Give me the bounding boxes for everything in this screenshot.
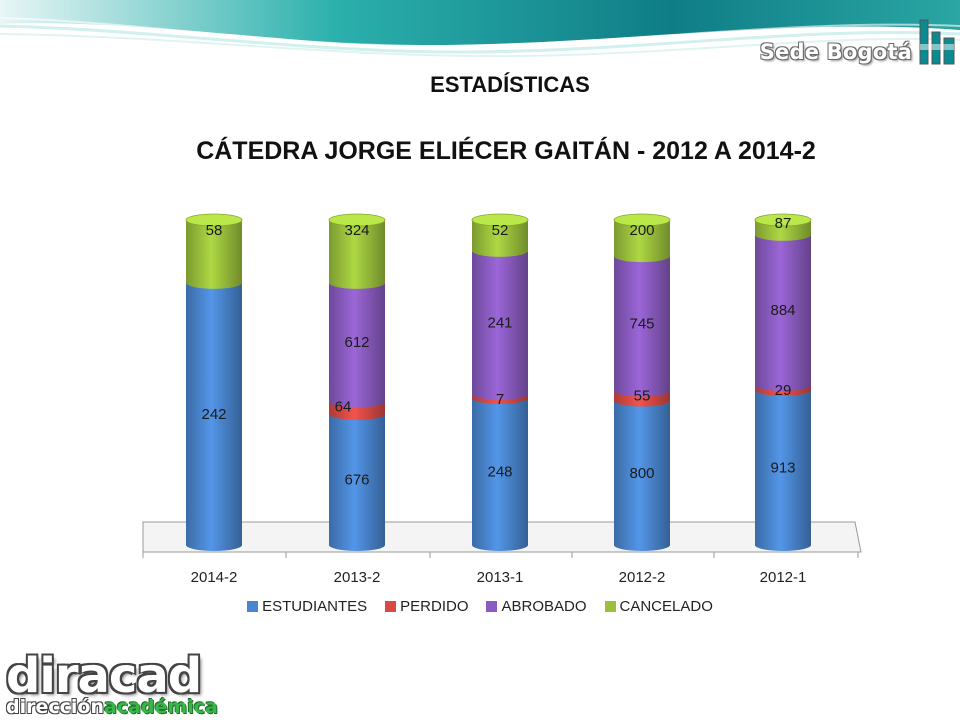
- legend-swatch: [247, 601, 259, 612]
- bar-segment-estudiantes-2013-1: [472, 391, 528, 551]
- data-label-abrobado: 884: [770, 302, 795, 319]
- legend-item-perdido: PERDIDO: [385, 598, 468, 615]
- data-label-estudiantes: 913: [770, 459, 795, 476]
- data-label-abrobado: 745: [629, 315, 654, 332]
- data-label-perdido: 64: [335, 399, 352, 416]
- data-label-estudiantes: 676: [344, 471, 369, 488]
- bar-top-cap: [185, 213, 243, 227]
- bar-segment-abrobado-2012-2: [614, 250, 670, 397]
- diracad-subtext-part1: dirección: [6, 696, 104, 718]
- legend-item-cancelado: CANCELADO: [604, 598, 713, 615]
- chart-x-ticks: 2014-2 2013-2 2013-1 2012-2 2012-1: [191, 569, 807, 586]
- bar-segment-estudiantes-2012-2: [614, 394, 670, 551]
- legend-label: ESTUDIANTES: [262, 598, 368, 615]
- x-tick-label: 2013-1: [477, 569, 524, 586]
- legend-item-estudiantes: ESTUDIANTES: [247, 598, 367, 615]
- bar-top-cap: [754, 213, 812, 227]
- diracad-logo-text: diracad: [6, 648, 202, 704]
- data-label-cancelado: 87: [775, 215, 792, 232]
- data-label-perdido: 29: [775, 382, 792, 399]
- bar-segment-estudiantes-2013-2: [329, 407, 385, 551]
- legend-swatch: [604, 601, 616, 612]
- bar-top-cap: [328, 213, 386, 227]
- data-label-abrobado: 241: [487, 314, 512, 331]
- data-label-cancelado: 52: [492, 222, 509, 239]
- bar-segment-cancelado-2013-2: [329, 214, 385, 289]
- header-banner: [0, 0, 960, 58]
- chart-legend: ESTUDIANTES PERDIDO ABROBADO CANCELADO: [0, 598, 960, 615]
- legend-label: ABROBADO: [501, 598, 587, 615]
- diracad-subtext-part2: académica: [104, 696, 218, 718]
- x-tick-label: 2012-1: [760, 569, 807, 586]
- bar-segment-cancelado-2014-2: [186, 214, 243, 289]
- data-label-perdido: 55: [634, 388, 651, 405]
- legend-label: CANCELADO: [619, 598, 713, 615]
- bar-segment-abrobado-2013-2: [329, 276, 385, 408]
- chart-title: CÁTEDRA JORGE ELIÉCER GAITÁN - 2012 A 20…: [196, 137, 816, 165]
- data-label-estudiantes: 242: [201, 406, 226, 423]
- data-label-estudiantes: 800: [629, 465, 654, 482]
- x-tick-label: 2012-2: [619, 569, 666, 586]
- legend-item-abrobado: ABROBADO: [486, 598, 587, 615]
- bar-segment-cancelado-2012-2: [614, 214, 670, 263]
- diracad-logo-subtext: direcciónacadémica: [6, 696, 218, 718]
- data-label-cancelado: 324: [344, 222, 369, 239]
- bar-top-cap: [613, 213, 671, 227]
- unal-logo-icon: [919, 19, 955, 65]
- legend-swatch: [486, 601, 498, 612]
- data-label-perdido: 7: [496, 391, 504, 408]
- data-label-estudiantes: 248: [487, 463, 512, 480]
- legend-label: PERDIDO: [400, 598, 469, 615]
- bar-segment-estudiantes-2014-2: [186, 276, 242, 551]
- x-tick-label: 2013-2: [334, 569, 381, 586]
- bar-segment-abrobado-2013-1: [472, 244, 528, 400]
- bar-segment-abrobado-2012-1: [755, 228, 811, 391]
- bar-segment-estudiantes-2012-1: [755, 383, 811, 551]
- bar-top-cap: [471, 213, 529, 227]
- legend-swatch: [385, 601, 397, 612]
- chart-bars: [185, 213, 812, 551]
- page-title: ESTADÍSTICAS: [430, 72, 590, 97]
- data-label-cancelado: 200: [629, 222, 654, 239]
- data-label-cancelado: 58: [206, 222, 223, 239]
- stacked-bar-chart: 242 58 676 64 612 324 248 7 241 52 800 55 745 200 913 2…: [142, 213, 862, 586]
- x-tick-label: 2014-2: [191, 569, 238, 586]
- sede-bogota-logo: Sede Bogotá: [759, 40, 912, 64]
- data-label-abrobado: 612: [344, 334, 369, 351]
- diracad-logo: diracad direcciónacadémica: [0, 648, 218, 720]
- chart-data-labels: 242 58 676 64 612 324 248 7 241 52 800 55 745 200 913 2…: [201, 215, 795, 488]
